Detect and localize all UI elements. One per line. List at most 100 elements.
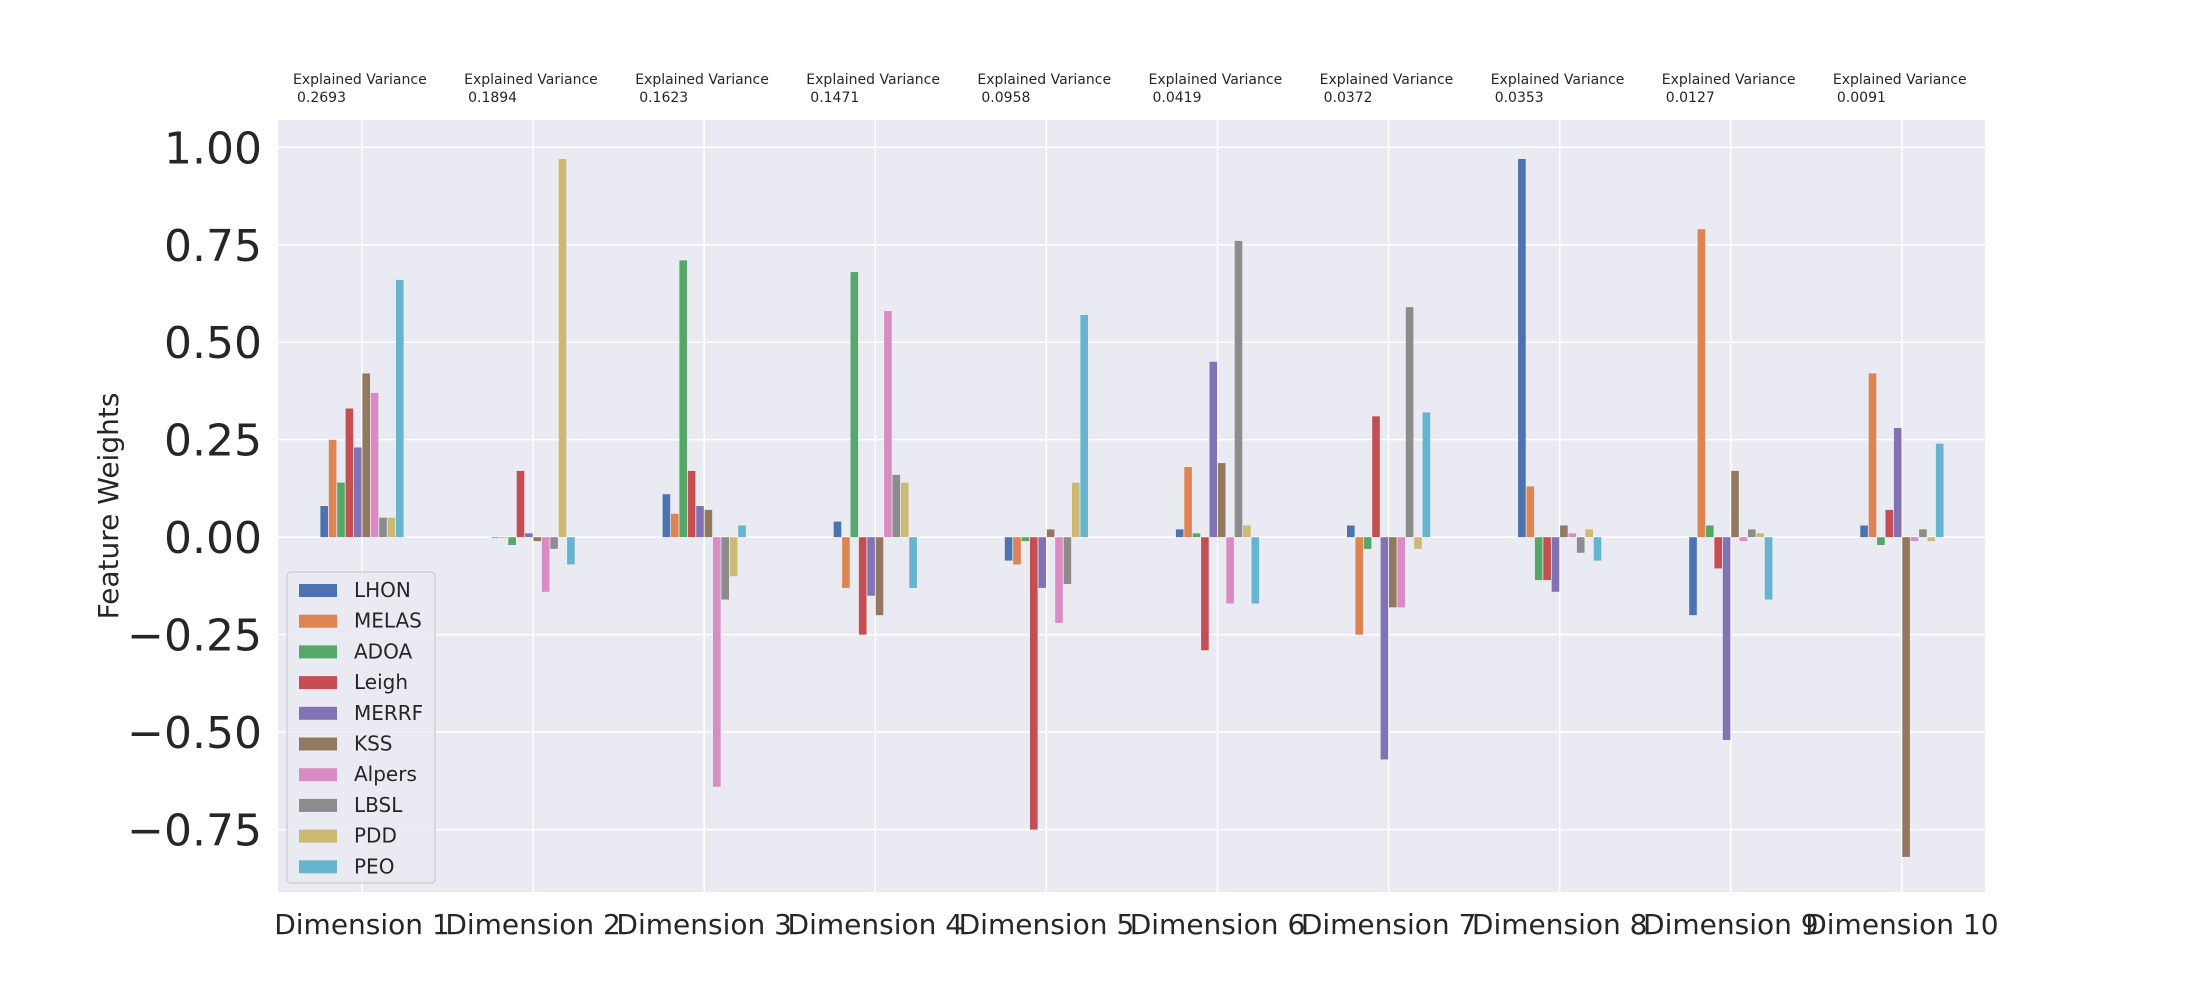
legend-swatch-merrf <box>299 706 337 720</box>
bar-alpers <box>1568 533 1577 538</box>
x-tick-label: Dimension 3 <box>616 908 792 941</box>
bar-pdd <box>1414 537 1422 549</box>
legend-label: PEO <box>354 854 394 878</box>
explained-variance-value: 0.0127 <box>1666 90 1715 106</box>
bar-merrf <box>354 447 362 538</box>
legend-swatch-peo <box>299 860 337 874</box>
y-tick-label: −0.50 <box>127 708 262 759</box>
legend-swatch-melas <box>299 614 337 628</box>
bar-merrf <box>525 533 533 538</box>
bar-kss <box>875 537 884 616</box>
bar-kss <box>1217 463 1226 538</box>
explained-variance-value: 0.0419 <box>1153 90 1202 106</box>
explained-variance-label: Explained Variance <box>1491 72 1625 88</box>
bar-alpers <box>1739 537 1748 542</box>
explained-variance-label: Explained Variance <box>1662 72 1796 88</box>
bar-melas <box>328 439 337 538</box>
y-tick-label: −0.75 <box>127 806 262 857</box>
x-tick-label: Dimension 6 <box>1130 908 1306 941</box>
explained-variance-value: 0.1471 <box>810 90 859 106</box>
bar-melas <box>499 537 508 538</box>
bar-lbsl <box>550 537 558 549</box>
explained-variance-label: Explained Variance <box>1320 72 1454 88</box>
bar-alpers <box>541 537 550 592</box>
bar-pdd <box>1927 537 1936 542</box>
y-tick-label: 0.25 <box>164 416 262 467</box>
bar-lbsl <box>1576 537 1585 553</box>
bar-leigh <box>345 408 354 538</box>
bar-merrf <box>1551 537 1560 592</box>
bar-leigh <box>1030 537 1038 830</box>
bar-lbsl <box>1234 240 1243 538</box>
bar-lhon <box>1175 529 1184 538</box>
y-tick-label: 0.75 <box>164 221 262 272</box>
explained-variance-label: Explained Variance <box>806 72 940 88</box>
y-tick-label: 1.00 <box>164 123 262 174</box>
bar-pdd <box>729 537 738 577</box>
bar-peo <box>1080 314 1088 538</box>
y-tick-label: −0.25 <box>127 611 262 662</box>
bar-peo <box>1422 412 1431 538</box>
bar-leigh <box>1714 537 1722 569</box>
bar-kss <box>533 537 542 542</box>
legend-label: LBSL <box>354 793 403 817</box>
bar-leigh <box>858 537 867 635</box>
bar-melas <box>1013 537 1021 565</box>
bar-kss <box>1046 529 1055 538</box>
bar-lhon <box>1860 525 1868 538</box>
bar-alpers <box>370 392 379 538</box>
bar-peo <box>1251 537 1260 604</box>
bar-lhon <box>833 521 842 538</box>
bar-lhon <box>320 506 328 538</box>
bar-peo <box>1764 537 1773 600</box>
bar-lhon <box>1004 537 1013 561</box>
bar-pdd <box>1243 525 1251 538</box>
bar-alpers <box>884 311 892 538</box>
legend-label: Alpers <box>354 762 417 786</box>
bar-kss <box>1731 470 1739 538</box>
bar-adoa <box>337 482 345 538</box>
bar-alpers <box>1397 537 1405 608</box>
explained-variance-label: Explained Variance <box>464 72 598 88</box>
legend-swatch-lbsl <box>299 798 337 812</box>
bar-lhon <box>1689 537 1697 616</box>
y-axis-label: Feature Weights <box>92 393 125 620</box>
explained-variance-value: 0.0958 <box>981 90 1030 106</box>
x-tick-label: Dimension 2 <box>445 908 621 941</box>
bar-melas <box>671 513 679 538</box>
x-tick-label: Dimension 7 <box>1301 908 1477 941</box>
bar-alpers <box>713 537 721 787</box>
bar-adoa <box>679 260 687 538</box>
explained-variance-label: Explained Variance <box>635 72 769 88</box>
bar-peo <box>1935 443 1944 538</box>
bar-adoa <box>508 537 516 545</box>
bar-pdd <box>900 482 909 538</box>
bar-kss <box>1902 537 1910 857</box>
bar-kss <box>1560 525 1568 538</box>
explained-variance-value: 0.1623 <box>639 90 688 106</box>
explained-variance-label: Explained Variance <box>1149 72 1283 88</box>
bar-merrf <box>1722 537 1731 740</box>
bar-melas <box>1184 467 1192 538</box>
explained-variance-label: Explained Variance <box>1833 72 1967 88</box>
legend-label: MELAS <box>354 609 422 633</box>
bar-kss <box>704 509 713 538</box>
bar-lbsl <box>892 474 901 538</box>
explained-variance-value: 0.0372 <box>1324 90 1373 106</box>
bar-leigh <box>1543 537 1551 581</box>
x-tick-label: Dimension 5 <box>959 908 1135 941</box>
legend-swatch-adoa <box>299 645 337 659</box>
bar-lbsl <box>379 517 387 538</box>
bar-pdd <box>387 517 396 538</box>
explained-variance-value: 0.0091 <box>1837 90 1886 106</box>
bar-alpers <box>1910 537 1919 542</box>
bar-adoa <box>1192 533 1201 538</box>
x-tick-label: Dimension 9 <box>1643 908 1819 941</box>
bar-pdd <box>1585 529 1593 538</box>
bar-lbsl <box>1405 307 1414 538</box>
legend-swatch-lhon <box>299 584 337 597</box>
bar-peo <box>396 279 404 538</box>
explained-variance-value: 0.2693 <box>297 90 346 106</box>
bar-leigh <box>687 470 696 538</box>
